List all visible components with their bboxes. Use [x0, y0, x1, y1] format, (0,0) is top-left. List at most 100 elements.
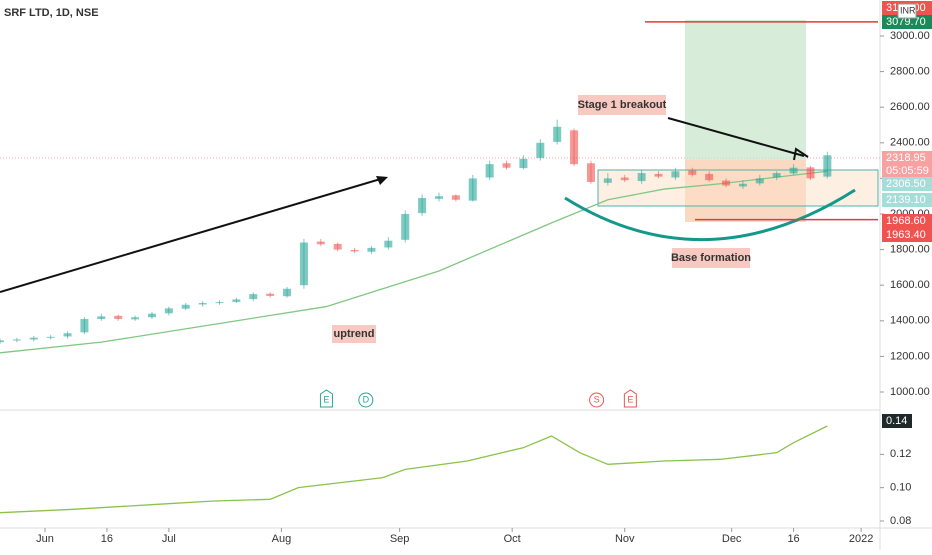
- candle-body: [0, 340, 4, 343]
- candle-body: [198, 303, 207, 305]
- price-tag: [882, 214, 932, 228]
- annotation-box: [332, 325, 376, 343]
- candle-body: [468, 178, 477, 201]
- candle-body: [671, 171, 680, 178]
- candle-body: [401, 214, 410, 240]
- candle-body: [12, 339, 21, 341]
- arrow-head: [376, 176, 388, 185]
- countdown: 05:05:59: [886, 165, 929, 177]
- candle-body: [283, 288, 292, 297]
- price-tag: [882, 177, 932, 191]
- event-label: D: [363, 394, 370, 404]
- x-tick-label: Jul: [162, 533, 176, 545]
- x-tick-label: Dec: [722, 533, 742, 545]
- candle-body: [46, 336, 55, 338]
- candle-body: [553, 126, 562, 142]
- candle-body: [29, 337, 38, 340]
- price-label: 2318.95: [882, 151, 932, 177]
- x-tick-label: 16: [787, 533, 799, 545]
- x-tick-label: Aug: [272, 533, 292, 545]
- candle-body: [181, 304, 190, 309]
- candle-body: [654, 173, 663, 177]
- candle-body: [350, 249, 359, 252]
- candle-body: [164, 308, 173, 314]
- price-tag-label: 2139.10: [886, 194, 926, 206]
- price-label: 1968.60: [882, 214, 932, 228]
- candle-body: [620, 177, 629, 181]
- event-label: E: [627, 394, 633, 404]
- y-tick-label: 2400.00: [890, 137, 930, 149]
- price-tag-label: 2306.50: [886, 178, 926, 190]
- currency-badge: [897, 3, 917, 19]
- y-tick-label: 3000.00: [890, 30, 930, 42]
- y-tick-label: 0.10: [890, 482, 911, 494]
- x-tick-label: Jun: [36, 533, 54, 545]
- candle-body: [536, 142, 545, 158]
- annotation: uptrend: [334, 328, 375, 340]
- price-tag: [882, 15, 932, 29]
- chart-title: SRF LTD, 1D, NSE: [4, 7, 99, 19]
- annotation-box: [578, 95, 666, 115]
- y-tick-label: 2800.00: [890, 66, 930, 78]
- price-label: 3079.70: [882, 15, 932, 29]
- trend-arrow: [0, 177, 385, 293]
- candle-body: [299, 242, 308, 286]
- candle-body: [789, 167, 798, 174]
- candle-body: [215, 302, 224, 304]
- candle-body: [63, 333, 72, 337]
- candle-body: [147, 313, 156, 318]
- candle-body: [806, 167, 815, 179]
- base-arc: [564, 188, 856, 242]
- indicator-last: 0.14: [882, 414, 912, 428]
- price-tag: [882, 228, 932, 242]
- candle-body: [114, 315, 123, 320]
- x-tick-label: Nov: [615, 533, 635, 545]
- candle-body: [367, 247, 376, 252]
- x-tick-label: Sep: [390, 533, 410, 545]
- price-label: 2306.50: [882, 177, 932, 191]
- event-marker: [589, 392, 605, 408]
- event-marker: [319, 389, 333, 408]
- x-tick-label: 2022: [849, 533, 873, 545]
- indicator-tag: [882, 414, 912, 428]
- candle-body: [485, 164, 494, 178]
- title-bg: [0, 4, 98, 22]
- price-label: 1963.40: [882, 228, 932, 242]
- candle-body: [418, 197, 427, 214]
- y-tick-label: 0.08: [890, 515, 911, 527]
- candle-body: [97, 316, 106, 320]
- candle-body: [738, 183, 747, 187]
- event-label: E: [323, 394, 329, 404]
- y-tick-label: 1600.00: [890, 279, 930, 291]
- price-tag-label: 3079.70: [886, 16, 926, 28]
- candle-body: [637, 173, 646, 182]
- candle-body: [451, 195, 460, 200]
- currency: INR: [900, 5, 916, 15]
- price-tag: [882, 151, 932, 177]
- candle-body: [603, 178, 612, 183]
- candle-body: [502, 163, 511, 168]
- moving-average: [0, 170, 828, 354]
- candle-body: [80, 319, 89, 333]
- y-tick-label: 2600.00: [890, 101, 930, 113]
- candle-body: [570, 130, 579, 165]
- candle-body: [266, 293, 275, 296]
- candle-body: [755, 178, 764, 184]
- price-label: 2139.10: [882, 193, 932, 207]
- candle-body: [722, 180, 731, 186]
- y-tick-label: 0.12: [890, 448, 911, 460]
- candle-body: [519, 158, 528, 169]
- annotation-box: [672, 248, 750, 268]
- price-tag: [882, 193, 932, 207]
- arrow-head: [793, 147, 809, 161]
- event-label: S: [594, 394, 600, 404]
- candle-body: [586, 163, 595, 182]
- x-tick-label: 16: [101, 533, 113, 545]
- y-tick-label: 1200.00: [890, 350, 930, 362]
- annotation: Base formation: [671, 252, 751, 264]
- price-tag-label: 1968.60: [886, 215, 926, 227]
- indicator-line: [0, 425, 828, 514]
- candle-body: [384, 240, 393, 248]
- event-marker: [358, 392, 374, 408]
